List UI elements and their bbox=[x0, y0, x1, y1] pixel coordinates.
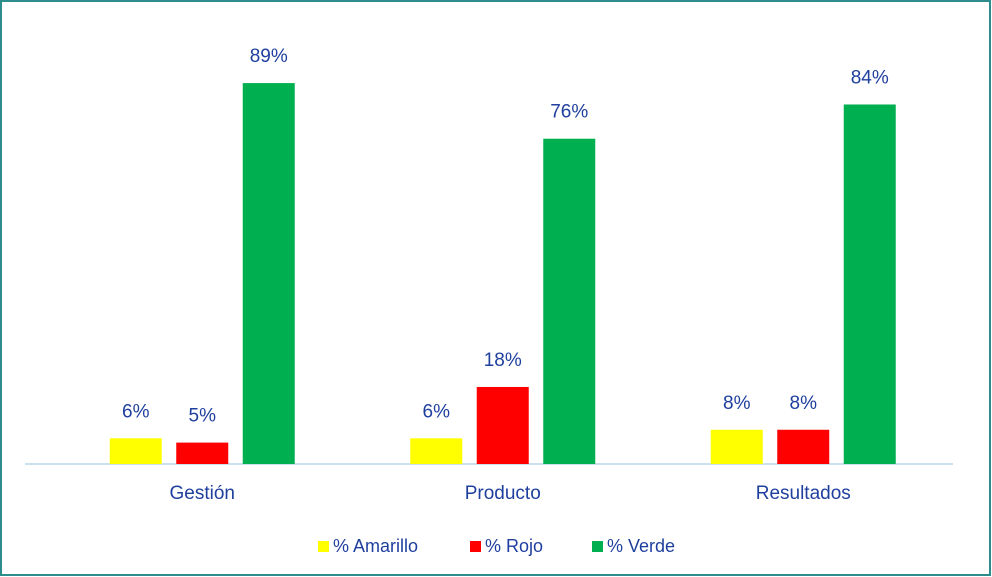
bar bbox=[543, 138, 596, 464]
legend-swatch bbox=[318, 541, 329, 552]
data-label: 18% bbox=[484, 350, 522, 371]
x-tick-label: Resultados bbox=[756, 483, 851, 504]
data-label: 5% bbox=[189, 406, 217, 427]
legend-label: % Amarillo bbox=[333, 536, 418, 556]
data-label: 8% bbox=[723, 393, 751, 414]
bar bbox=[176, 442, 229, 464]
bar bbox=[242, 83, 295, 464]
data-label: 76% bbox=[550, 102, 588, 123]
data-label: 6% bbox=[122, 401, 150, 422]
bar bbox=[710, 429, 763, 464]
legend-label: % Rojo bbox=[485, 536, 543, 556]
legend-swatch bbox=[470, 541, 481, 552]
legend-label: % Verde bbox=[607, 536, 675, 556]
legend-swatch bbox=[592, 541, 603, 552]
x-tick-label: Gestión bbox=[170, 483, 235, 504]
bar bbox=[777, 429, 830, 464]
legend: % Amarillo % Rojo % Verde bbox=[318, 536, 675, 556]
x-tick-label: Producto bbox=[465, 483, 541, 504]
data-label: 84% bbox=[851, 67, 889, 88]
bar bbox=[476, 386, 529, 464]
bar bbox=[109, 438, 162, 464]
data-label: 89% bbox=[250, 46, 288, 67]
data-label: 8% bbox=[790, 393, 818, 414]
bar bbox=[410, 438, 463, 464]
data-label: 6% bbox=[423, 401, 451, 422]
bar bbox=[843, 104, 896, 464]
